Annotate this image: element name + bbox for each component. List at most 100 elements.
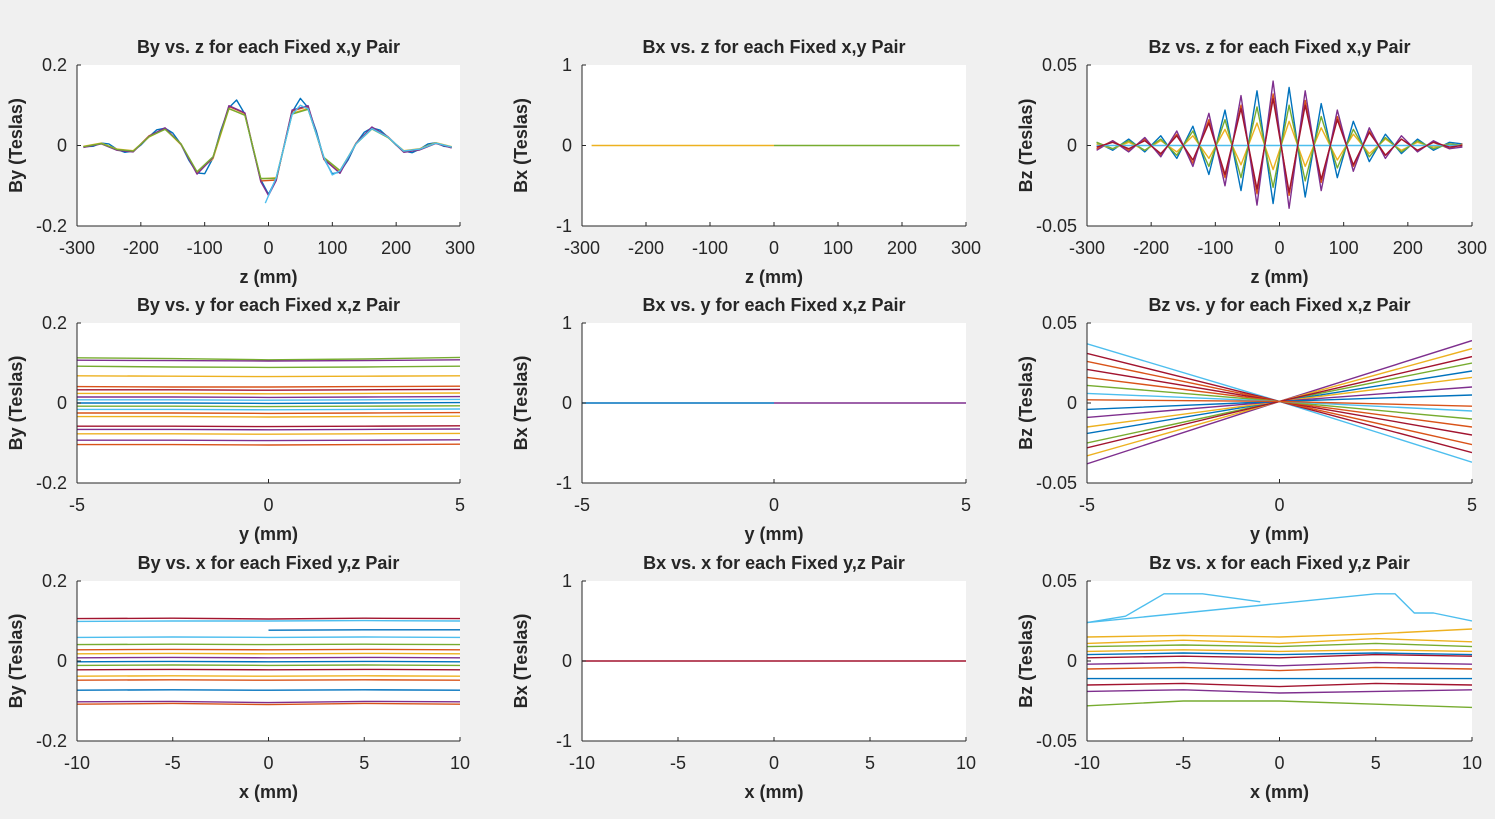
y-tick-label: 0.2 xyxy=(42,55,67,75)
plot-area xyxy=(1087,581,1472,741)
series-line-s1 xyxy=(77,617,460,620)
series-line-s4 xyxy=(77,375,460,378)
series-line-s19 xyxy=(77,443,460,446)
series-group xyxy=(77,617,460,706)
y-tick-label: 0 xyxy=(57,651,67,671)
x-tick-label: 300 xyxy=(445,238,475,258)
y-axis-label: By (Teslas) xyxy=(6,98,26,193)
x-tick-label: 5 xyxy=(359,753,369,773)
series-group xyxy=(1087,339,1472,465)
panel-bz-vs-x: -10 -5 0 5 10 -0.05 0 0.05 Bz vs. x for each Fix… xyxy=(1016,553,1482,802)
x-tick-label: 0 xyxy=(769,238,779,258)
series-line-s12 xyxy=(77,408,460,411)
y-axis-label: By (Teslas) xyxy=(6,356,26,451)
chart-title: By vs. x for each Fixed y,z Pair xyxy=(138,553,400,573)
chart-title: Bx vs. z for each Fixed x,y Pair xyxy=(642,37,905,57)
x-tick-label: 0 xyxy=(263,238,273,258)
x-tick-label: 10 xyxy=(956,753,976,773)
series-line-s2 xyxy=(77,359,460,362)
series-line-s10 xyxy=(77,401,460,405)
y-tick-label: -1 xyxy=(556,216,572,236)
panel-by-vs-x: -10 -5 0 5 10 -0.2 0 0.2 By vs. x for each Fixed… xyxy=(6,553,470,802)
series-line-s5 xyxy=(77,385,460,388)
x-axis-label: x (mm) xyxy=(239,782,298,802)
x-tick-label: -5 xyxy=(670,753,686,773)
series-line-s6 xyxy=(264,104,452,204)
x-tick-label: -5 xyxy=(574,495,590,515)
x-tick-label: 0 xyxy=(263,495,273,515)
series-line-s9 xyxy=(1087,666,1472,672)
x-axis-label: y (mm) xyxy=(1250,524,1309,544)
x-tick-label: 300 xyxy=(1457,238,1487,258)
y-tick-label: 0.2 xyxy=(42,313,67,333)
series-line-s15 xyxy=(77,700,460,704)
x-tick-label: -10 xyxy=(569,753,595,773)
x-tick-label: -200 xyxy=(1133,238,1169,258)
y-tick-label: -0.2 xyxy=(36,731,67,751)
x-tick-label: 100 xyxy=(823,238,853,258)
x-tick-label: 0 xyxy=(263,753,273,773)
x-tick-label: -10 xyxy=(1074,753,1100,773)
x-axis-label: y (mm) xyxy=(744,524,803,544)
y-tick-label: 0 xyxy=(562,651,572,671)
series-group xyxy=(83,97,452,204)
x-tick-label: -5 xyxy=(1079,495,1095,515)
series-group xyxy=(1096,80,1463,210)
panel-by-vs-y: -5 0 5 -0.2 0 0.2 By vs. y for each Fixed x,z … xyxy=(6,295,465,544)
series-line-s3 xyxy=(77,365,460,369)
series-line-s6 xyxy=(77,388,460,391)
x-tick-label: 10 xyxy=(450,753,470,773)
series-group xyxy=(77,356,460,446)
panel-bx-vs-y: -5 0 5 -1 0 1 Bx vs. y for each Fixed x,z Pair… xyxy=(511,295,971,544)
chart-title: By vs. z for each Fixed x,y Pair xyxy=(137,37,400,57)
x-tick-label: -5 xyxy=(1175,753,1191,773)
series-line-s4 xyxy=(1087,637,1472,645)
chart-title: Bx vs. x for each Fixed y,z Pair xyxy=(643,553,905,573)
series-line-s6 xyxy=(1087,652,1472,656)
y-tick-label: 0.05 xyxy=(1042,313,1077,333)
y-tick-label: 0.05 xyxy=(1042,571,1077,591)
series-line-s7 xyxy=(1087,653,1472,659)
x-tick-label: -100 xyxy=(1197,238,1233,258)
y-tick-label: 1 xyxy=(562,313,572,333)
x-tick-label: 0 xyxy=(769,753,779,773)
x-tick-label: -5 xyxy=(69,495,85,515)
y-tick-label: -0.05 xyxy=(1036,473,1077,493)
series-line-s15 xyxy=(77,425,460,428)
y-tick-label: 0 xyxy=(562,393,572,413)
y-tick-label: -1 xyxy=(556,731,572,751)
panel-bz-vs-z: -300 -200 -100 0 100 200 300 -0.05 0 0.05 Bz vs. z… xyxy=(1016,37,1487,287)
series-line-s2 xyxy=(1087,593,1472,624)
chart-title: Bx vs. y for each Fixed x,z Pair xyxy=(642,295,905,315)
x-axis-label: x (mm) xyxy=(744,782,803,802)
x-tick-label: -100 xyxy=(187,238,223,258)
y-tick-label: -0.2 xyxy=(36,473,67,493)
x-tick-label: 5 xyxy=(1467,495,1477,515)
y-tick-label: 0 xyxy=(1067,136,1077,156)
y-axis-label: Bx (Teslas) xyxy=(511,98,531,193)
series-line-s17 xyxy=(77,432,460,435)
series-line-s13 xyxy=(1087,700,1472,709)
x-axis-label: z (mm) xyxy=(1251,267,1309,287)
y-axis-label: Bx (Teslas) xyxy=(511,356,531,451)
y-tick-label: 0.05 xyxy=(1042,55,1077,75)
x-tick-label: -10 xyxy=(64,753,90,773)
chart-title: Bz vs. x for each Fixed y,z Pair xyxy=(1149,553,1410,573)
y-tick-label: 0 xyxy=(1067,651,1077,671)
x-tick-label: 10 xyxy=(1462,753,1482,773)
x-tick-label: 0 xyxy=(769,495,779,515)
series-line-s14 xyxy=(77,415,460,418)
x-tick-label: -300 xyxy=(1069,238,1105,258)
x-tick-label: 100 xyxy=(317,238,347,258)
x-tick-label: 5 xyxy=(455,495,465,515)
series-line-s12 xyxy=(1087,689,1472,694)
series-line-s18 xyxy=(77,439,460,442)
series-line-s16 xyxy=(77,428,460,431)
y-tick-label: 0 xyxy=(57,136,67,156)
series-line-s11 xyxy=(77,405,460,408)
series-line-s3 xyxy=(1087,628,1472,638)
x-tick-label: 200 xyxy=(1393,238,1423,258)
x-axis-label: y (mm) xyxy=(239,524,298,544)
